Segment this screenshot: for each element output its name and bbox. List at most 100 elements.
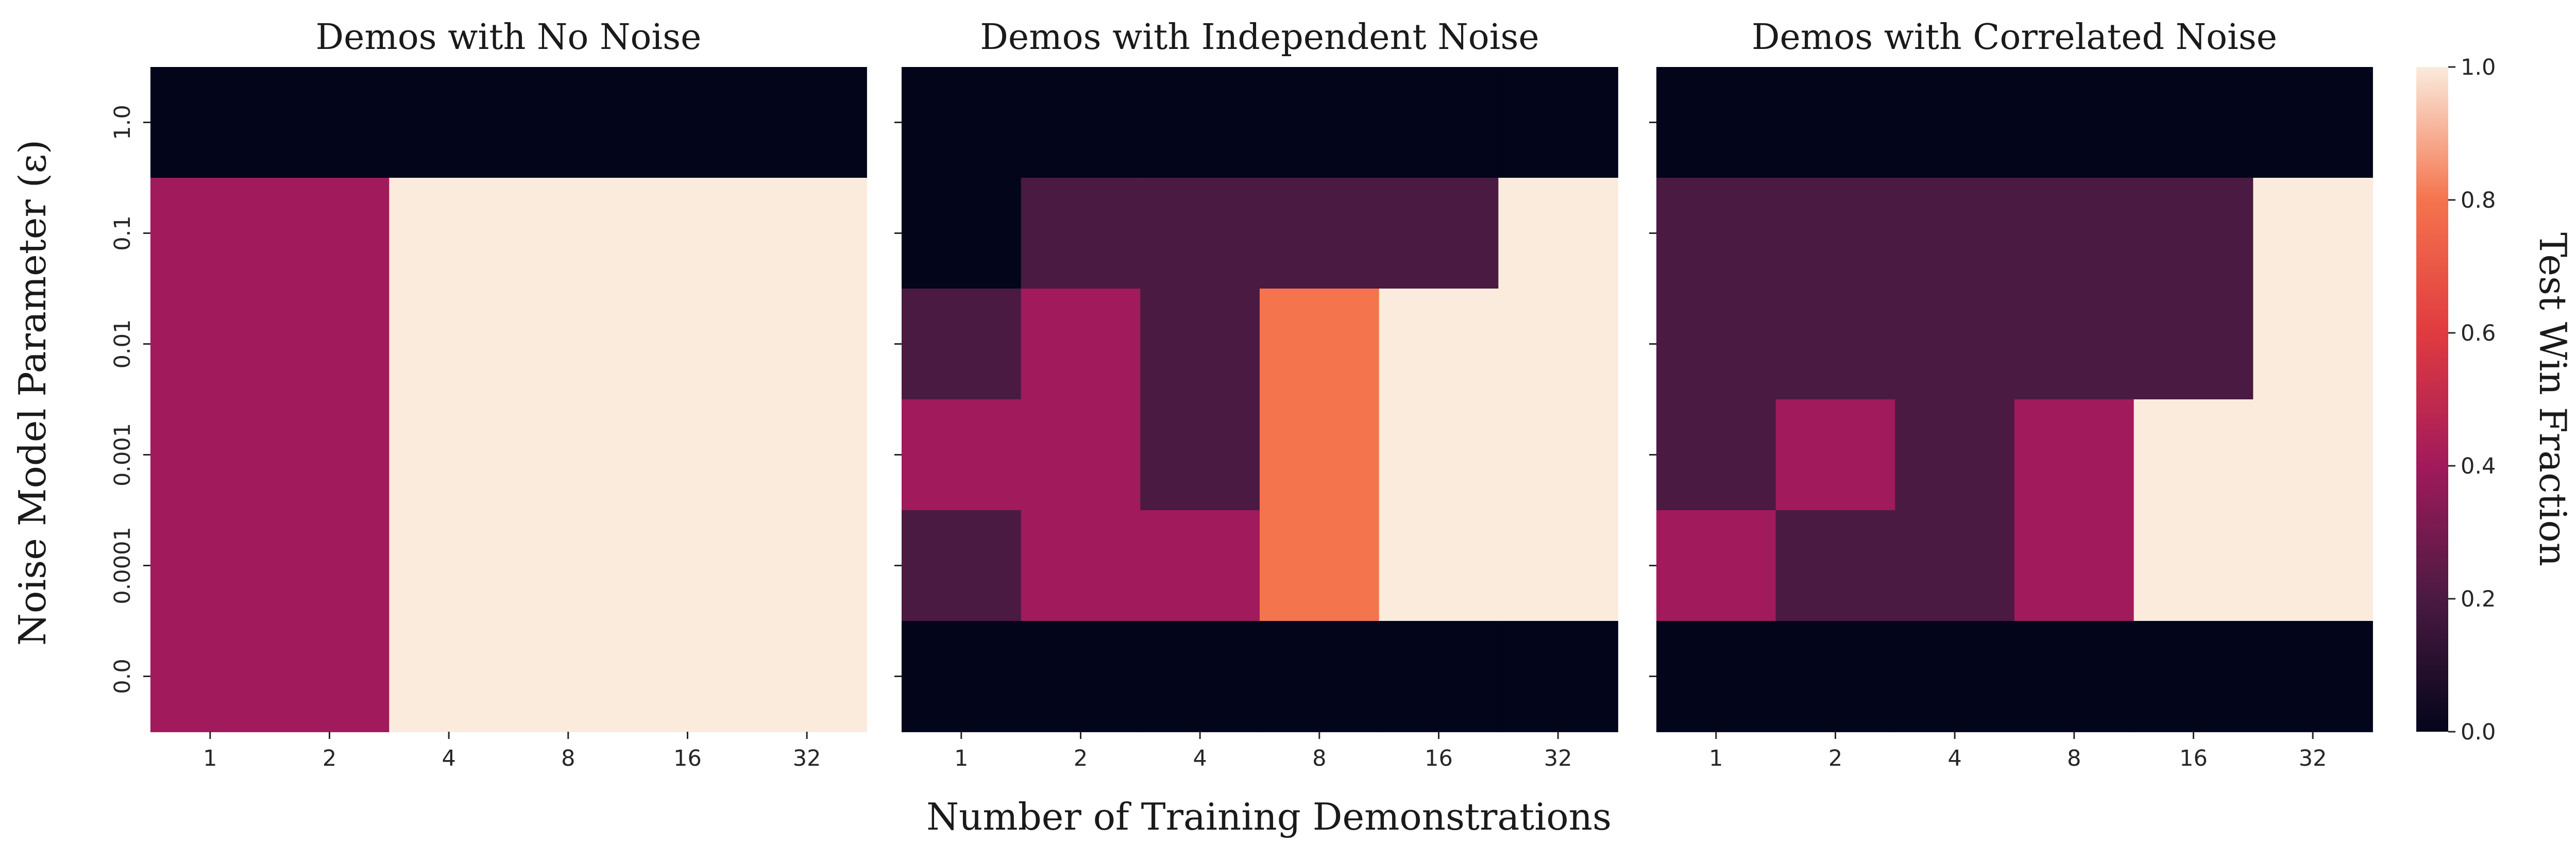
- x-tick-label: 4: [442, 746, 455, 771]
- x-axis-label: Number of Training Demonstrations: [926, 795, 1612, 838]
- heatmap-cell: [628, 621, 748, 732]
- y-tick-label: 1.0: [110, 105, 135, 140]
- heatmap-cell: [389, 67, 509, 178]
- heatmap-cell: [747, 178, 867, 289]
- heatmap-cell: [150, 399, 270, 511]
- heatmap-cell: [628, 399, 748, 511]
- y-tick-label: 0.01: [110, 319, 135, 369]
- heatmap-cell: [1260, 289, 1380, 400]
- heatmap-panel-2: Demos with Independent Noise 1 2 4 8 16 32: [894, 17, 1618, 771]
- heatmap-cell: [902, 178, 1022, 289]
- heatmap-cell: [509, 510, 629, 621]
- heatmap-cell: [1260, 399, 1380, 511]
- heatmap-cell: [1140, 510, 1260, 621]
- heatmap-cell: [628, 178, 748, 289]
- heatmap-cell: [1260, 621, 1380, 732]
- x-tick-label: 32: [1544, 746, 1572, 771]
- x-tick-label: 8: [561, 746, 575, 771]
- heatmap-panel-1: Demos with No Noise 1 2 4 8 16 32 1.0 0.1 0.01 0.0…: [110, 17, 867, 771]
- x-tick-label: 2: [1828, 746, 1842, 771]
- heatmap-cell: [1140, 399, 1260, 511]
- heatmap-cell: [1895, 621, 2015, 732]
- heatmap-cell: [269, 67, 390, 178]
- x-tick-label: 1: [1709, 746, 1723, 771]
- heatmap-cell: [747, 510, 867, 621]
- colorbar-tick-label: 1.0: [2461, 55, 2496, 80]
- heatmap-cell: [1895, 399, 2015, 511]
- heatmap-cell: [1656, 621, 1776, 732]
- colorbar-label: Test Win Fraction: [2531, 232, 2574, 566]
- heatmap-cell: [2014, 621, 2134, 732]
- colorbar-tick-label: 0.4: [2461, 453, 2496, 479]
- heatmap-cell: [1775, 178, 1896, 289]
- x-tick-label: 16: [2179, 746, 2208, 771]
- heatmap-cell: [1775, 399, 1896, 511]
- y-tick-label: 0.1: [110, 215, 135, 250]
- heatmap-cell: [902, 621, 1022, 732]
- x-tick-label: 32: [2299, 746, 2327, 771]
- heatmap-cell: [1260, 67, 1380, 178]
- heatmap-cell: [2014, 178, 2134, 289]
- heatmap-cell: [1895, 67, 2015, 178]
- heatmap-cell: [1021, 67, 1141, 178]
- x-tick-label: 1: [203, 746, 217, 771]
- colorbar-gradient: [2416, 67, 2448, 732]
- heatmap-cell: [1656, 510, 1776, 621]
- heatmap-cell: [1260, 178, 1380, 289]
- heatmap-cell: [509, 67, 629, 178]
- x-tick-label: 16: [673, 746, 702, 771]
- heatmap-cell: [269, 621, 390, 732]
- heatmap-cell: [150, 178, 270, 289]
- heatmap-cell: [2253, 510, 2373, 621]
- heatmap-cell: [150, 289, 270, 400]
- heatmap-cell: [628, 510, 748, 621]
- heatmap-cell: [902, 510, 1022, 621]
- x-tick-label: 8: [1312, 746, 1326, 771]
- heatmap-cell: [389, 289, 509, 400]
- heatmap-cell: [1895, 178, 2015, 289]
- heatmap-cell: [2133, 289, 2254, 400]
- colorbar-tick-label: 0.2: [2461, 586, 2496, 612]
- heatmap-cell: [1775, 510, 1896, 621]
- heatmap-cell: [1775, 621, 1896, 732]
- y-axis-label: Noise Model Parameter (ε): [11, 140, 54, 646]
- heatmap-cell: [747, 67, 867, 178]
- panel-title: Demos with No Noise: [316, 17, 702, 58]
- heatmap-cell: [1498, 67, 1618, 178]
- panel-title: Demos with Independent Noise: [980, 17, 1539, 58]
- heatmap-cell: [269, 399, 390, 511]
- heatmap-cell: [2133, 67, 2254, 178]
- x-tick-label: 4: [1193, 746, 1207, 771]
- heatmap-cell: [1895, 289, 2015, 400]
- heatmap-cell: [628, 289, 748, 400]
- y-tick-label: 0.0001: [110, 527, 135, 604]
- heatmap-cell: [2253, 178, 2373, 289]
- heatmap-cell: [1140, 178, 1260, 289]
- heatmap-cell: [150, 67, 270, 178]
- heatmap-cell: [1775, 67, 1896, 178]
- heatmap-cell: [2133, 621, 2254, 732]
- heatmap-cell: [1656, 399, 1776, 511]
- heatmap-cell: [389, 178, 509, 289]
- heatmap-cell: [2014, 67, 2134, 178]
- heatmap-cell: [269, 510, 390, 621]
- heatmap-cell: [509, 399, 629, 511]
- heatmap-cell: [1379, 399, 1499, 511]
- colorbar: 0.0 0.2 0.4 0.6 0.8 1.0 Test Win Fraction: [2416, 55, 2574, 745]
- heatmap-cell: [389, 399, 509, 511]
- heatmap-cell: [902, 289, 1022, 400]
- heatmap-cell: [747, 621, 867, 732]
- heatmap-cell: [1021, 510, 1141, 621]
- heatmap-cell: [2253, 399, 2373, 511]
- heatmap-panels: Demos with No Noise 1 2 4 8 16 32 1.0 0.1 0.01 0.0…: [110, 17, 2373, 771]
- heatmap-cell: [2014, 399, 2134, 511]
- heatmap-cell: [269, 289, 390, 400]
- heatmap-cell: [509, 289, 629, 400]
- heatmap-cell: [2014, 289, 2134, 400]
- heatmap-cell: [1895, 510, 2015, 621]
- heatmap-cell: [1656, 289, 1776, 400]
- heatmap-cell: [150, 510, 270, 621]
- heatmap-cell: [150, 621, 270, 732]
- heatmap-cell: [389, 510, 509, 621]
